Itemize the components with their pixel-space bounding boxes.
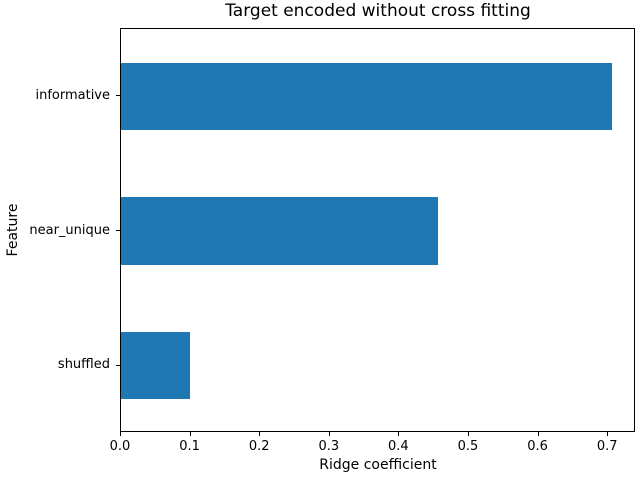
- x-tick-label-0.7: 0.7: [596, 439, 618, 454]
- x-tick-mark: [120, 432, 121, 436]
- x-tick-label-0.2: 0.2: [248, 439, 270, 454]
- x-tick-label-0.5: 0.5: [457, 439, 479, 454]
- bar-shuffled: [121, 332, 190, 400]
- bar-informative: [121, 62, 612, 130]
- plot-area: [120, 28, 635, 432]
- x-tick-label-0.4: 0.4: [388, 439, 409, 454]
- x-tick-mark: [328, 432, 330, 436]
- x-tick-label-0.6: 0.6: [527, 439, 548, 454]
- x-tick-mark: [607, 432, 609, 436]
- y-tick-mark: [116, 364, 120, 366]
- y-tick-mark: [116, 230, 120, 231]
- x-tick-mark: [189, 432, 191, 436]
- x-tick-label-0.3: 0.3: [318, 439, 340, 454]
- x-tick-mark: [259, 432, 261, 436]
- y-tick-label-near_unique: near_unique: [29, 222, 110, 238]
- x-tick-mark: [467, 432, 469, 436]
- x-tick-label-0.1: 0.1: [179, 439, 200, 454]
- x-tick-label-0.0: 0.0: [109, 439, 131, 454]
- x-tick-mark: [398, 432, 400, 436]
- y-tick-mark: [116, 95, 120, 97]
- y-tick-label-informative: informative: [35, 87, 110, 103]
- y-tick-label-shuffled: shuffled: [57, 357, 110, 373]
- bar-near_unique: [121, 197, 439, 265]
- chart-title: Target encoded without cross fitting: [225, 1, 531, 21]
- x-tick-mark: [537, 432, 539, 436]
- x-axis-label: Ridge coefficient: [319, 457, 437, 473]
